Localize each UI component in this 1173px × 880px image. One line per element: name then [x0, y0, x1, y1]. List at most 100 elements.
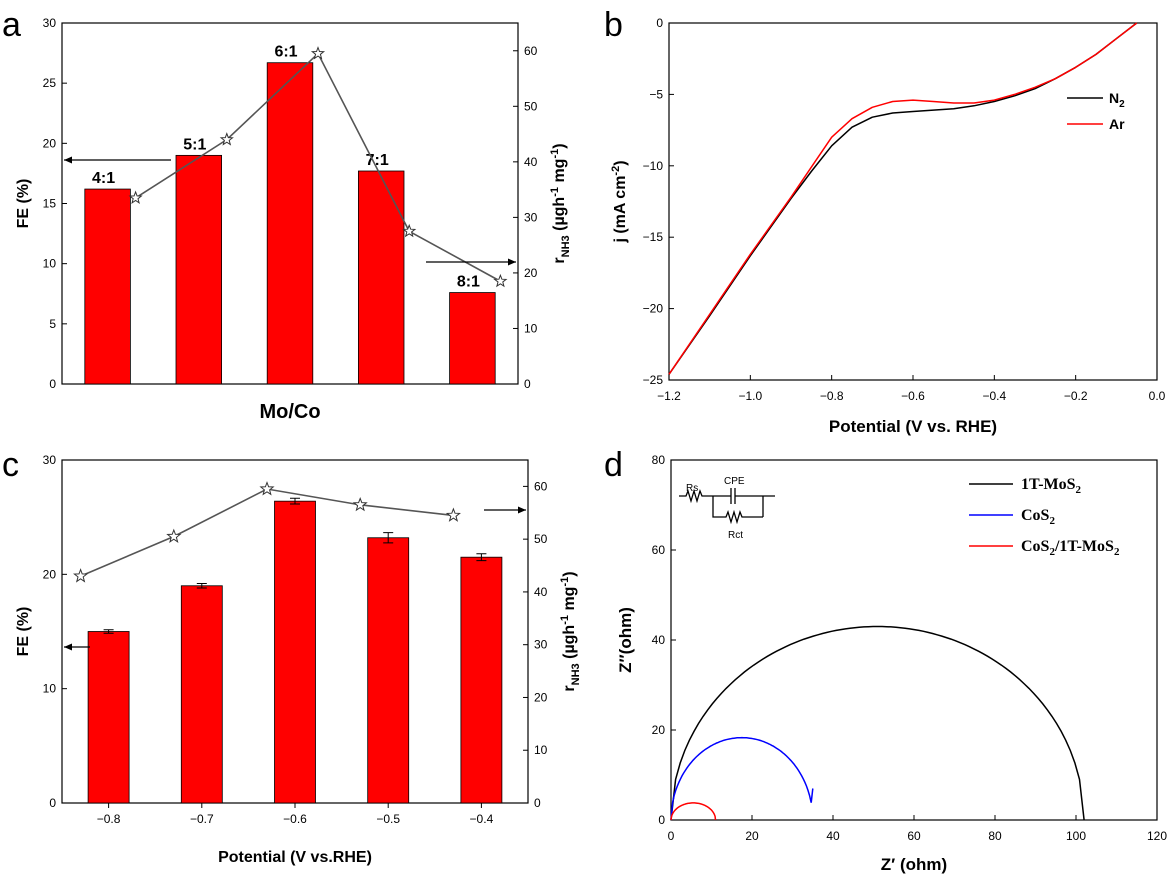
y-tick-label-left: 0 [49, 796, 56, 810]
chart-d: 0 20 40 60 80 100 120 0 20 40 60 80 1T-MoS2 CoS2 CoS2/… [616, 453, 1167, 874]
x-tick-label: 20 [745, 829, 759, 843]
y-tick-label-right: 0 [524, 377, 531, 391]
y-tick-label-right: 0 [534, 796, 541, 810]
axis-pointer-head-c-0 [64, 643, 72, 651]
y-tick-label: 0 [656, 16, 663, 30]
x-tick-label: −1.2 [657, 389, 681, 403]
rate-marker-c-4 [445, 507, 461, 522]
x-tick-label: −0.2 [1064, 389, 1088, 403]
bar-a-2 [266, 62, 314, 385]
y-tick-label-left: 30 [43, 453, 57, 467]
y-tick-label-left: 10 [43, 682, 57, 696]
axis-pointer-head-a-0 [64, 156, 72, 164]
y-tick-label-right: 50 [524, 99, 538, 113]
y-tick-label: −20 [643, 302, 664, 316]
axis-pointer-head-c-1 [518, 506, 526, 514]
rate-marker-a-0 [128, 190, 143, 204]
nyquist-arc-1 [670, 736, 814, 821]
error-bar-c-1 [196, 582, 207, 589]
rate-marker-c-2 [259, 481, 275, 496]
x-tick-label: −0.4 [470, 812, 494, 826]
error-bar-c-0 [103, 629, 114, 634]
circuit-label-rct: Rct [728, 530, 743, 541]
y-tick-label-left: 5 [49, 317, 56, 331]
x-tick-label: 100 [1066, 829, 1086, 843]
y-tick-label: 40 [652, 633, 666, 647]
x-tick-label: −0.6 [901, 389, 925, 403]
y-tick-label-right: 50 [534, 532, 548, 546]
bar-c-4 [460, 556, 503, 804]
y-axis-label-b: j (mA cm-2) [610, 160, 629, 243]
y-tick-label: 60 [652, 543, 666, 557]
panel-label-b: b [604, 6, 623, 44]
bar-c-0 [87, 631, 130, 804]
x-tick-label: 80 [988, 829, 1002, 843]
y-tick-label-right: 40 [534, 585, 548, 599]
y-axis-label-left-a: FE (%) [15, 179, 32, 229]
bar-a-3 [357, 170, 405, 385]
y-axis-label-right-c: rNH3 (µgh-1 mg-1) [559, 571, 582, 691]
y-tick-label: −10 [643, 159, 664, 173]
chart-a: 05101520253001020304050604:15:16:17:18:1… [15, 16, 572, 423]
circuit-label-cpe: CPE [724, 476, 745, 487]
y-tick-label-right: 10 [524, 321, 538, 335]
rate-marker-c-1 [166, 528, 182, 543]
y-tick-label-left: 15 [43, 197, 57, 211]
nyquist-arc-0 [670, 625, 1085, 821]
x-tick-label: −0.4 [982, 389, 1006, 403]
legend-label-d-1: CoS2 [1021, 507, 1055, 527]
y-tick-label-right: 60 [534, 479, 548, 493]
bar-c-1 [180, 585, 223, 804]
bar-label-a-0: 4:1 [92, 170, 115, 187]
x-axis-label-d: Z′ (ohm) [881, 855, 947, 874]
x-tick-label: 120 [1147, 829, 1167, 843]
x-tick-label: −0.8 [97, 812, 121, 826]
bar-label-a-2: 6:1 [274, 44, 297, 61]
y-axis-label-d: Z″(ohm) [616, 607, 635, 673]
rate-marker-c-0 [73, 568, 89, 583]
y-tick-label-right: 30 [524, 210, 538, 224]
y-tick-label-left: 20 [43, 567, 57, 581]
y-tick-label: 0 [658, 813, 665, 827]
plot-frame-b [668, 22, 1158, 381]
panel-label-c: c [2, 446, 19, 484]
y-tick-label-left: 10 [43, 257, 57, 271]
series-line-ar [668, 22, 1138, 375]
x-axis-label-a: Mo/Co [259, 401, 320, 423]
x-tick-label: −0.6 [283, 812, 307, 826]
y-tick-label-right: 60 [524, 44, 538, 58]
bar-a-0 [84, 188, 131, 385]
error-bar-c-4 [476, 553, 487, 562]
y-tick-label: −5 [649, 87, 663, 101]
chart-b: −1.2 −1.0 −0.8 −0.6 −0.4 −0.2 0.0 0 −5 −10 −15 −20 −… [610, 16, 1166, 436]
nyquist-arc-2 [670, 802, 717, 821]
rate-marker-c-3 [352, 496, 368, 512]
y-tick-label-left: 25 [43, 76, 57, 90]
y-tick-label: 20 [652, 723, 666, 737]
equivalent-circuit: Rs CPE Rct [679, 476, 775, 541]
y-tick-label-right: 30 [534, 638, 548, 652]
x-tick-label: 60 [907, 829, 921, 843]
x-tick-label: 40 [826, 829, 840, 843]
y-tick-label-right: 40 [524, 155, 538, 169]
x-axis-label-b: Potential (V vs. RHE) [829, 417, 997, 436]
legend-label-d-2: CoS2/1T-MoS2 [1021, 538, 1120, 558]
plot-frame-d [670, 459, 1158, 821]
error-bar-c-3 [383, 532, 394, 544]
error-bar-c-2 [290, 497, 300, 505]
panel-label-d: d [604, 446, 623, 484]
x-tick-label: −0.8 [820, 389, 844, 403]
series-line-n2 [668, 22, 1138, 375]
rate-marker-a-4 [493, 273, 508, 288]
y-tick-label: −25 [643, 373, 664, 387]
x-tick-label: 0.0 [1149, 389, 1166, 403]
y-tick-label-left: 0 [49, 377, 56, 391]
y-tick-label-right: 20 [524, 266, 538, 280]
x-tick-label: 0 [668, 829, 675, 843]
rate-marker-a-2 [310, 46, 326, 60]
panel-label-a: a [2, 6, 21, 44]
axis-pointer-head-a-1 [508, 258, 516, 266]
y-axis-label-left-c: FE (%) [15, 607, 32, 657]
chart-c: 0 10 20 30 0 10 20 30 40 50 60 −0.8 −0.7 −0.6 −0.5 −0.4… [15, 453, 582, 866]
